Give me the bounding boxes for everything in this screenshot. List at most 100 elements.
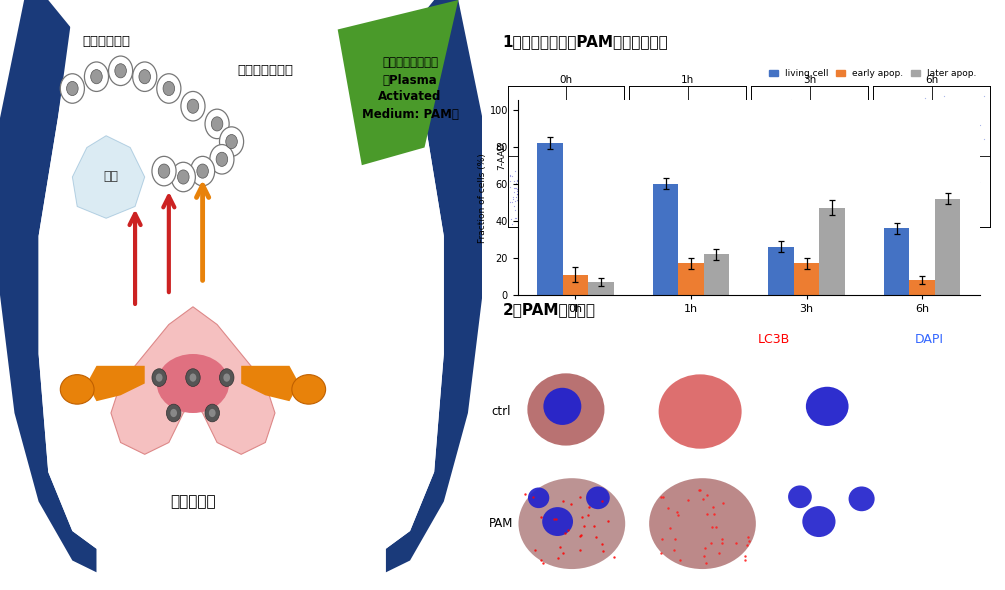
Point bbox=[681, 159, 697, 169]
Point bbox=[534, 183, 550, 192]
Point bbox=[560, 184, 576, 194]
Point bbox=[534, 186, 550, 195]
Point bbox=[688, 137, 705, 147]
Point bbox=[648, 181, 664, 190]
Point bbox=[789, 145, 805, 154]
Point bbox=[952, 130, 968, 140]
Point bbox=[542, 192, 558, 201]
Point bbox=[680, 110, 696, 120]
Point bbox=[523, 181, 539, 191]
Point bbox=[817, 131, 833, 140]
Point bbox=[575, 156, 591, 165]
Point bbox=[953, 116, 969, 125]
Point bbox=[567, 176, 583, 186]
Point bbox=[811, 140, 827, 150]
Point bbox=[674, 130, 690, 140]
Point bbox=[949, 154, 965, 163]
Point bbox=[534, 198, 550, 208]
Point bbox=[895, 194, 912, 204]
Point bbox=[525, 184, 541, 194]
Point bbox=[935, 130, 951, 139]
Point bbox=[824, 137, 840, 146]
Point bbox=[886, 181, 902, 191]
Point bbox=[501, 182, 518, 192]
Point bbox=[819, 114, 835, 123]
Point bbox=[899, 219, 916, 229]
Point bbox=[841, 155, 857, 164]
Point bbox=[530, 183, 546, 192]
Point bbox=[929, 153, 945, 162]
Point bbox=[810, 151, 826, 160]
Point bbox=[802, 140, 818, 150]
Point bbox=[632, 187, 648, 196]
Point bbox=[578, 133, 594, 142]
Point bbox=[638, 165, 654, 175]
Point bbox=[806, 117, 822, 126]
Point bbox=[646, 212, 662, 221]
Point bbox=[575, 149, 591, 158]
Point bbox=[817, 130, 833, 140]
Point bbox=[829, 178, 845, 188]
Point bbox=[635, 190, 651, 199]
Point bbox=[943, 158, 959, 167]
Point bbox=[970, 138, 986, 148]
Point bbox=[943, 124, 959, 134]
Point bbox=[536, 181, 552, 190]
Point bbox=[828, 139, 844, 149]
Point bbox=[820, 130, 836, 140]
Point bbox=[955, 133, 971, 142]
Point bbox=[537, 192, 553, 202]
Point bbox=[771, 171, 787, 181]
Point bbox=[886, 212, 902, 221]
Point bbox=[803, 155, 819, 164]
Point bbox=[652, 179, 668, 188]
Point bbox=[656, 186, 672, 196]
Point bbox=[817, 122, 833, 132]
Point bbox=[889, 196, 906, 206]
Point bbox=[804, 133, 820, 143]
Point bbox=[886, 205, 902, 214]
Point bbox=[929, 135, 945, 144]
Point bbox=[701, 166, 718, 176]
Point bbox=[631, 180, 647, 189]
Point bbox=[942, 145, 958, 155]
Point bbox=[565, 165, 581, 174]
Circle shape bbox=[163, 81, 175, 96]
Point bbox=[666, 197, 682, 206]
Point bbox=[696, 122, 713, 131]
Point bbox=[960, 127, 976, 137]
Point bbox=[764, 185, 780, 194]
Point bbox=[945, 155, 961, 165]
Point bbox=[890, 189, 907, 199]
Point bbox=[570, 164, 586, 173]
Point bbox=[964, 162, 980, 171]
Point bbox=[891, 184, 908, 194]
Point bbox=[966, 139, 982, 148]
Point bbox=[646, 183, 662, 193]
Point bbox=[697, 114, 714, 124]
Point bbox=[536, 197, 552, 206]
Point bbox=[761, 195, 777, 204]
Point bbox=[789, 168, 805, 178]
Point bbox=[891, 202, 908, 211]
Point bbox=[642, 197, 658, 206]
Point bbox=[832, 124, 848, 133]
Point bbox=[956, 130, 972, 139]
Point bbox=[689, 155, 706, 165]
Polygon shape bbox=[241, 366, 299, 401]
Point bbox=[672, 153, 688, 162]
Point bbox=[697, 543, 714, 553]
Point bbox=[525, 182, 541, 191]
Point bbox=[918, 132, 934, 142]
Point bbox=[919, 139, 935, 148]
Point bbox=[644, 202, 660, 211]
Text: 等离子活化培养基
（Plasma
Activated
Medium: PAM）: 等离子活化培养基 （Plasma Activated Medium: PAM） bbox=[362, 57, 458, 120]
Point bbox=[519, 182, 535, 191]
Point bbox=[531, 207, 547, 217]
Point bbox=[552, 139, 568, 149]
Point bbox=[813, 148, 829, 158]
Point bbox=[960, 126, 976, 135]
Circle shape bbox=[209, 409, 216, 417]
Point bbox=[926, 126, 942, 136]
Point bbox=[636, 204, 652, 213]
